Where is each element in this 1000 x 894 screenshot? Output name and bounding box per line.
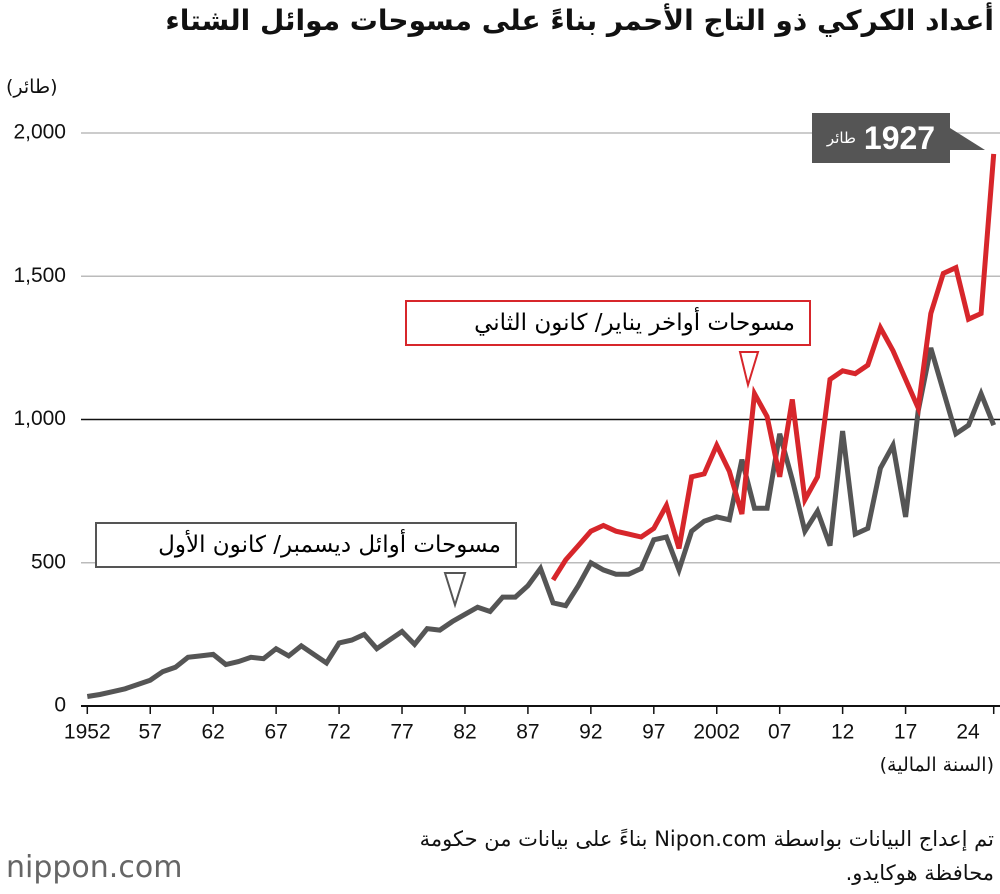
source: تم إعداج البيانات بواسطة Nipon.com بناءً… — [420, 822, 994, 890]
legend-callout: مسوحات أوائل ديسمبر/ كانون الأول — [95, 522, 517, 568]
x-tick-label: 17 — [894, 721, 917, 744]
source-line: تم إعداج البيانات بواسطة Nipon.com بناءً… — [419, 827, 994, 851]
callout-pointer — [950, 128, 985, 150]
logo: nippon.com — [6, 850, 183, 885]
x-tick-label: 2002 — [693, 721, 740, 744]
x-tick-label: 67 — [264, 721, 287, 744]
x-tick-label: 92 — [579, 721, 602, 744]
x-tick-label: 1952 — [64, 721, 111, 744]
y-tick-label: 1,500 — [13, 264, 66, 287]
x-tick-label: 87 — [516, 721, 539, 744]
unit-label: طائر — [826, 129, 856, 147]
x-tick-label: 12 — [831, 721, 854, 744]
y-tick-label: 1,000 — [13, 407, 66, 430]
value-callout: 1927 طائر — [812, 113, 950, 163]
x-tick-label: 72 — [327, 721, 350, 744]
x-tick-label: 82 — [453, 721, 476, 744]
callout-pointer — [738, 351, 760, 389]
chart-title: أعداد الكركي ذو التاج الأحمر بناءً على م… — [165, 4, 994, 37]
y-tick-label: 0 — [54, 694, 66, 717]
y-axis-unit: (طائر) — [6, 76, 58, 98]
x-tick-label: 62 — [202, 721, 225, 744]
callout-pointer — [443, 572, 467, 609]
source-line: محافظة هوكايدو. — [845, 861, 994, 885]
series-line — [550, 153, 997, 582]
x-tick-label: 77 — [390, 721, 413, 744]
x-tick-label: 24 — [956, 721, 980, 744]
x-tick-label: 57 — [139, 721, 162, 744]
y-tick-label: 500 — [31, 550, 66, 573]
x-tick-label: 07 — [768, 721, 791, 744]
x-tick-label: 97 — [642, 721, 665, 744]
value-label: 1927 — [863, 119, 936, 156]
y-tick-label: 2,000 — [13, 121, 66, 144]
x-axis-unit: (السنة المالية) — [879, 754, 994, 776]
series-line — [86, 347, 997, 699]
legend-callout: مسوحات أواخر يناير/ كانون الثاني — [405, 300, 811, 346]
